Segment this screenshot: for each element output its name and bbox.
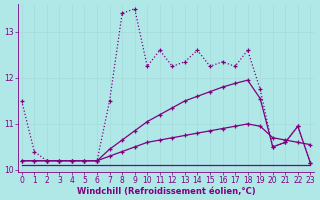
X-axis label: Windchill (Refroidissement éolien,°C): Windchill (Refroidissement éolien,°C) bbox=[77, 187, 255, 196]
